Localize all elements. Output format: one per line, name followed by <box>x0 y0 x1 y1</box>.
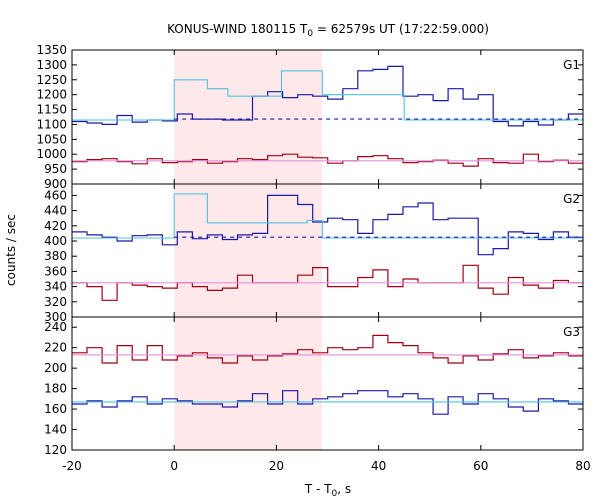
panel-G1-ytick-label: 900 <box>44 177 67 191</box>
panel-G3-ytick-label: 120 <box>44 443 67 457</box>
panel-G2-ytick-label: 360 <box>44 264 67 278</box>
panel-G2-ytick-label: 320 <box>44 295 67 309</box>
panel-G1-series-red <box>72 153 583 167</box>
panel-label-G1: G1 <box>563 58 580 72</box>
x-tick-label: 0 <box>170 459 178 473</box>
panel-G2-series-red <box>72 264 583 301</box>
panel-G1-ytick-label: 1000 <box>36 147 67 161</box>
panel-G3-ytick-label: 220 <box>44 341 67 355</box>
panel-G1-ytick-label: 1300 <box>36 58 67 72</box>
panel-G1-ytick-label: 1350 <box>36 43 67 57</box>
panel-G2-ytick-label: 420 <box>44 219 67 233</box>
panel-G1-ytick-label: 1250 <box>36 73 67 87</box>
chart-title: KONUS-WIND 180115 T0 = 62579s UT (17:22:… <box>167 22 489 39</box>
x-tick-label: -20 <box>62 459 82 473</box>
panel-G1-ytick-label: 950 <box>44 162 67 176</box>
panel-G1-ytick-label: 1100 <box>36 117 67 131</box>
panel-G3-ytick-label: 140 <box>44 423 67 437</box>
panel-G1-ytick-label: 1050 <box>36 132 67 146</box>
x-axis-title: T - T0, s <box>304 482 351 499</box>
plot-area: 90095010001050110011501200125013001350G1… <box>36 43 590 473</box>
panel-G3-ytick-label: 160 <box>44 402 67 416</box>
panel-G2-ytick-label: 400 <box>44 234 67 248</box>
panel-label-G2: G2 <box>563 192 580 206</box>
panel-G2-fit-cyan <box>72 193 583 239</box>
burst-interval-band <box>174 50 322 450</box>
panel-G2-ytick-label: 380 <box>44 249 67 263</box>
panel-G3-ytick-label: 200 <box>44 361 67 375</box>
panel-G1-fit-cyan <box>72 70 583 121</box>
panel-G1-ytick-label: 1200 <box>36 88 67 102</box>
panel-G2-ytick-label: 300 <box>44 310 67 324</box>
panel-G1-frame <box>71 49 584 185</box>
panel-G1-ytick-label: 1150 <box>36 103 67 117</box>
panel-G2-series-blue <box>72 194 583 256</box>
x-tick-label: 60 <box>473 459 488 473</box>
panel-G2-ytick-label: 340 <box>44 280 67 294</box>
panel-label-G3: G3 <box>563 325 580 339</box>
panel-G2-ytick-label: 440 <box>44 204 67 218</box>
x-tick-label: 80 <box>575 459 590 473</box>
panel-G3-series-blue <box>72 390 583 415</box>
panel-G2-frame <box>71 183 584 318</box>
y-axis-title: counts / sec <box>4 214 18 286</box>
panel-G2-ytick-label: 460 <box>44 188 67 202</box>
panel-G1-series-blue <box>72 65 583 127</box>
panel-G3-frame <box>71 316 584 451</box>
panel-G3-ytick-label: 180 <box>44 382 67 396</box>
x-tick-label: 20 <box>269 459 284 473</box>
x-tick-label: 40 <box>371 459 386 473</box>
panel-G3-series-red <box>72 334 583 364</box>
panel-G3-ytick-label: 240 <box>44 320 67 334</box>
